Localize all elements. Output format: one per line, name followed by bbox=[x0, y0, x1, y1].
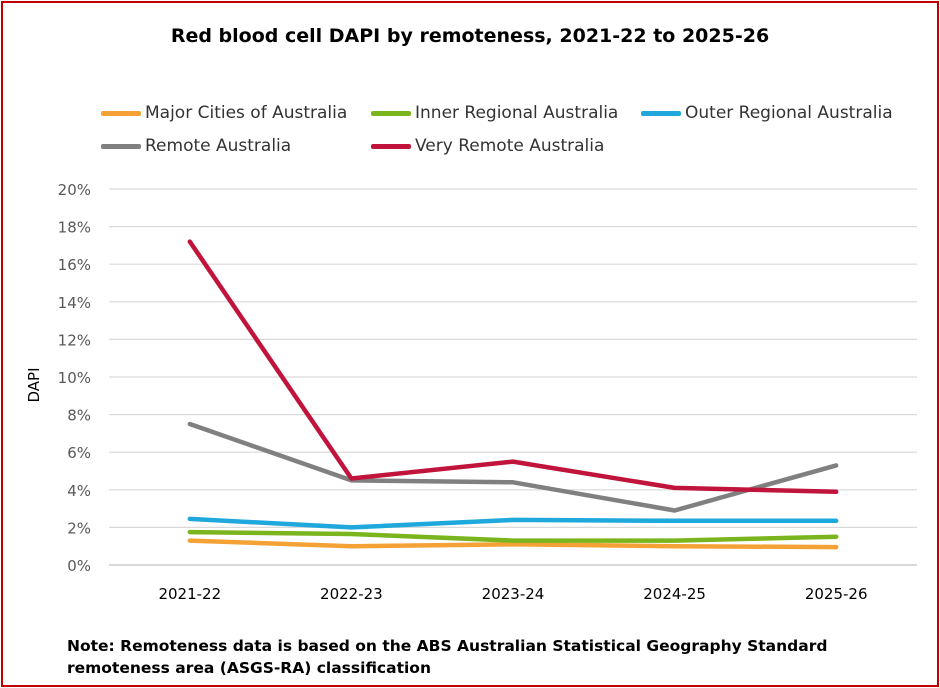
series-line-very-remote-australia bbox=[187, 239, 839, 494]
y-tick-label: 8% bbox=[67, 407, 91, 425]
legend-label: Very Remote Australia bbox=[415, 136, 605, 156]
x-tick-label: 2021-22 bbox=[158, 585, 221, 603]
legend-item-very-remote: Very Remote Australia bbox=[371, 136, 604, 156]
y-tick-label: 4% bbox=[67, 482, 91, 500]
legend-item-outer-regional: Outer Regional Australia bbox=[641, 103, 893, 123]
y-tick-label: 20% bbox=[58, 181, 91, 199]
y-tick-label: 0% bbox=[67, 557, 91, 575]
x-tick-label: 2022-23 bbox=[320, 585, 383, 603]
footnote: Note: Remoteness data is based on the AB… bbox=[67, 637, 828, 677]
legend-label: Inner Regional Australia bbox=[415, 103, 619, 123]
legend-item-remote: Remote Australia bbox=[101, 136, 291, 156]
series-line-inner-regional-australia bbox=[187, 529, 839, 543]
legend-swatch bbox=[371, 110, 411, 116]
series-line-remote-australia bbox=[187, 421, 839, 513]
line-chart: 0% 2% 4% 6% 8% 10% 12% 14% 16% 18% 20% 2021-22 2022-… bbox=[25, 181, 917, 603]
legend-label: Remote Australia bbox=[145, 136, 292, 156]
legend-label: Outer Regional Australia bbox=[685, 103, 893, 123]
y-tick-label: 2% bbox=[67, 519, 91, 537]
series-line-outer-regional-australia bbox=[187, 516, 839, 530]
y-tick-label: 14% bbox=[58, 294, 91, 312]
legend-item-major-cities: Major Cities of Australia bbox=[101, 103, 347, 123]
series-line-major-cities-of-australia bbox=[187, 538, 839, 550]
x-tick-label: 2024-25 bbox=[643, 585, 706, 603]
y-tick-label: 12% bbox=[58, 331, 91, 349]
x-tick-label: 2025-26 bbox=[805, 585, 868, 603]
y-tick-label: 10% bbox=[58, 369, 91, 387]
legend-swatch bbox=[371, 143, 411, 149]
legend-swatch bbox=[641, 110, 681, 116]
legend-item-inner-regional: Inner Regional Australia bbox=[371, 103, 618, 123]
y-tick-label: 6% bbox=[67, 444, 91, 462]
y-axis-label: DAPI bbox=[25, 367, 43, 402]
chart-title: Red blood cell DAPI by remoteness, 2021-… bbox=[170, 25, 770, 47]
x-tick-label: 2023-24 bbox=[482, 585, 545, 603]
legend-swatch bbox=[101, 143, 141, 149]
y-tick-label: 18% bbox=[58, 219, 91, 237]
legend-swatch bbox=[101, 110, 141, 116]
legend-label: Major Cities of Australia bbox=[145, 103, 348, 123]
y-tick-label: 16% bbox=[58, 256, 91, 274]
